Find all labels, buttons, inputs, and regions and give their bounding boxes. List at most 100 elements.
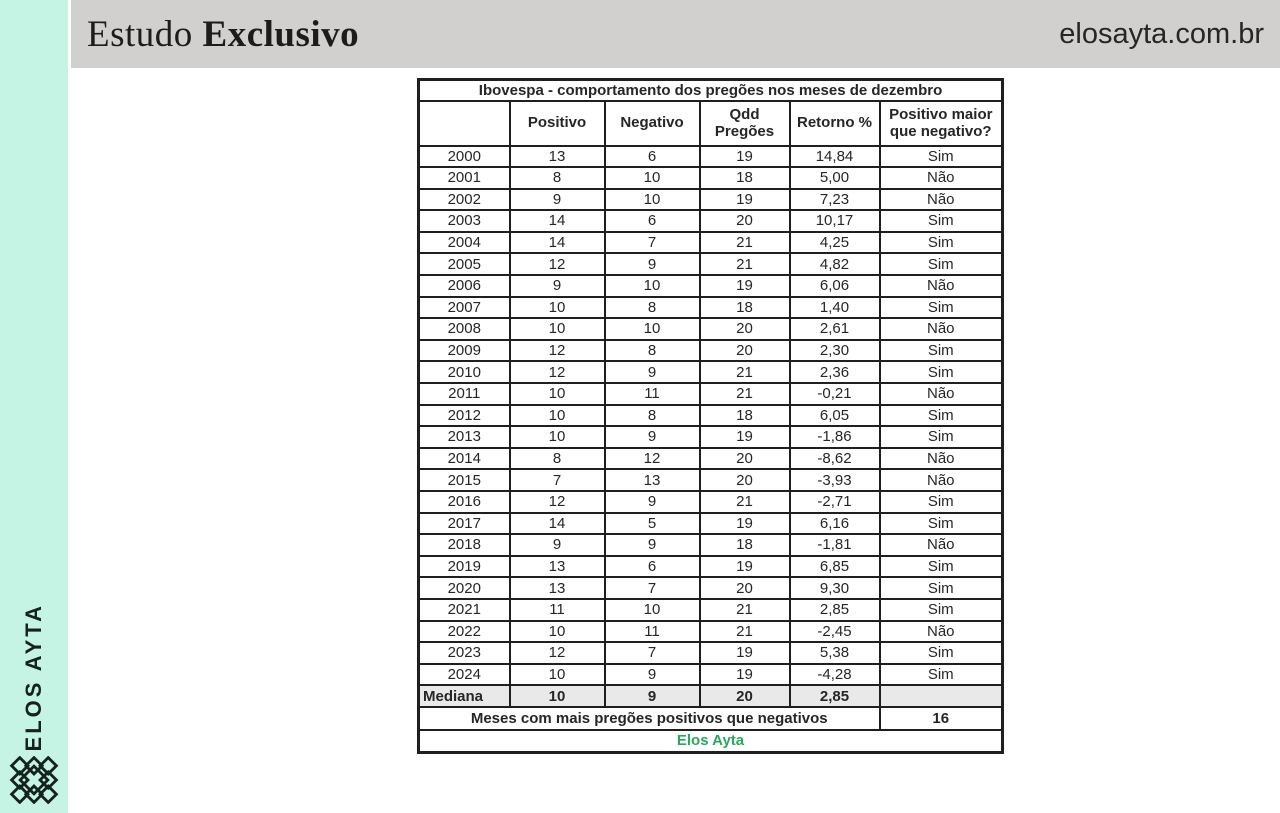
- cell-year: 2020: [417, 576, 511, 600]
- col-header-year: [417, 99, 511, 147]
- table-row: 2022 10 11 21 -2,45 Não: [417, 619, 1004, 644]
- col-header-retorno: Retorno %: [788, 99, 881, 147]
- cell-qdd-pregoes: 20: [698, 338, 791, 363]
- cell-median-positivo: 10: [508, 684, 606, 709]
- cell-year: 2023: [417, 641, 511, 665]
- cell-positivo-maior: Não: [878, 533, 1004, 557]
- cell-retorno: 6,16: [788, 511, 881, 536]
- cell-retorno: 2,36: [788, 360, 881, 385]
- cell-positivo: 12: [508, 252, 606, 277]
- cell-positivo-maior: Não: [878, 166, 1004, 190]
- cell-positivo-maior: Não: [878, 274, 1004, 298]
- table-row: 2005 12 9 21 4,82 Sim: [417, 252, 1004, 277]
- cell-median-flag: [878, 684, 1004, 709]
- cell-median-qdd: 20: [698, 684, 791, 709]
- cell-positivo-maior: Sim: [878, 360, 1004, 385]
- cell-positivo-maior: Sim: [878, 576, 1004, 600]
- cell-positivo: 10: [508, 403, 606, 428]
- cell-positivo: 7: [508, 468, 606, 492]
- cell-qdd-pregoes: 21: [698, 360, 791, 385]
- cell-retorno: 6,85: [788, 554, 881, 579]
- cell-year: 2004: [417, 230, 511, 255]
- cell-negativo: 7: [603, 230, 701, 255]
- cell-retorno: -0,21: [788, 382, 881, 406]
- cell-qdd-pregoes: 19: [698, 187, 791, 212]
- cell-median-label: Mediana: [417, 684, 511, 709]
- cell-retorno: 9,30: [788, 576, 881, 600]
- cell-year: 2016: [417, 490, 511, 514]
- cell-negativo: 9: [603, 490, 701, 514]
- col-header-positivo: Positivo: [508, 99, 606, 147]
- cell-positivo: 13: [508, 576, 606, 600]
- cell-year: 2013: [417, 425, 511, 449]
- cell-positivo: 13: [508, 554, 606, 579]
- cell-positivo: 10: [508, 317, 606, 341]
- cell-qdd-pregoes: 18: [698, 295, 791, 320]
- cell-year: 2021: [417, 597, 511, 622]
- cell-year: 2019: [417, 554, 511, 579]
- cell-retorno: -2,71: [788, 490, 881, 514]
- cell-positivo-maior: Sim: [878, 425, 1004, 449]
- cell-qdd-pregoes: 21: [698, 252, 791, 277]
- cell-retorno: 4,82: [788, 252, 881, 277]
- cell-positivo-maior: Não: [878, 187, 1004, 212]
- cell-year: 2010: [417, 360, 511, 385]
- cell-year: 2011: [417, 382, 511, 406]
- cell-qdd-pregoes: 18: [698, 166, 791, 190]
- cell-negativo: 9: [603, 252, 701, 277]
- cell-year: 2017: [417, 511, 511, 536]
- table-row: 2023 12 7 19 5,38 Sim: [417, 641, 1004, 665]
- cell-positivo: 10: [508, 382, 606, 406]
- table-area: Ibovespa - comportamento dos pregões nos…: [417, 78, 1005, 754]
- summary-label: Meses com mais pregões positivos que neg…: [417, 706, 881, 732]
- cell-year: 2001: [417, 166, 511, 190]
- cell-positivo-maior: Sim: [878, 252, 1004, 277]
- cell-qdd-pregoes: 21: [698, 382, 791, 406]
- cell-retorno: 2,85: [788, 597, 881, 622]
- table-header-row: Positivo Negativo Qdd Pregões Retorno % …: [417, 99, 1004, 147]
- cell-retorno: 10,17: [788, 209, 881, 233]
- cell-retorno: 1,40: [788, 295, 881, 320]
- table-row: 2011 10 11 21 -0,21 Não: [417, 382, 1004, 406]
- cell-qdd-pregoes: 20: [698, 317, 791, 341]
- cell-positivo-maior: Não: [878, 468, 1004, 492]
- cell-qdd-pregoes: 19: [698, 425, 791, 449]
- cell-retorno: -1,86: [788, 425, 881, 449]
- cell-positivo: 11: [508, 597, 606, 622]
- cell-retorno: -2,45: [788, 619, 881, 644]
- cell-qdd-pregoes: 19: [698, 662, 791, 687]
- cell-year: 2009: [417, 338, 511, 363]
- col-header-negativo: Negativo: [603, 99, 701, 147]
- cell-qdd-pregoes: 19: [698, 274, 791, 298]
- cell-negativo: 10: [603, 187, 701, 212]
- cell-positivo: 12: [508, 490, 606, 514]
- cell-positivo: 14: [508, 230, 606, 255]
- cell-qdd-pregoes: 18: [698, 403, 791, 428]
- cell-positivo: 8: [508, 446, 606, 471]
- cell-positivo-maior: Sim: [878, 597, 1004, 622]
- cell-positivo-maior: Sim: [878, 554, 1004, 579]
- table-row: 2014 8 12 20 -8,62 Não: [417, 446, 1004, 471]
- table-row: 2021 11 10 21 2,85 Sim: [417, 597, 1004, 622]
- table-row: 2017 14 5 19 6,16 Sim: [417, 511, 1004, 536]
- cell-negativo: 9: [603, 662, 701, 687]
- page-title-regular: Estudo: [87, 13, 203, 55]
- cell-negativo: 11: [603, 382, 701, 406]
- cell-positivo: 8: [508, 166, 606, 190]
- cell-positivo-maior: Sim: [878, 511, 1004, 536]
- table-row: 2024 10 9 19 -4,28 Sim: [417, 662, 1004, 687]
- cell-qdd-pregoes: 18: [698, 533, 791, 557]
- cell-negativo: 9: [603, 425, 701, 449]
- cell-year: 2012: [417, 403, 511, 428]
- table-title-row: Ibovespa - comportamento dos pregões nos…: [417, 78, 1004, 102]
- cell-qdd-pregoes: 21: [698, 619, 791, 644]
- brand-logo-icon: [9, 756, 59, 804]
- brand-name: ELOS AYTA: [21, 602, 46, 751]
- table-row: 2009 12 8 20 2,30 Sim: [417, 338, 1004, 363]
- col-header-qdd-pregoes: Qdd Pregões: [698, 99, 791, 147]
- page-title: Estudo Exclusivo: [87, 13, 359, 56]
- table-row: 2015 7 13 20 -3,93 Não: [417, 468, 1004, 492]
- cell-positivo-maior: Sim: [878, 230, 1004, 255]
- cell-year: 2000: [417, 144, 511, 169]
- header-bar: Estudo Exclusivo elosayta.com.br: [71, 0, 1280, 68]
